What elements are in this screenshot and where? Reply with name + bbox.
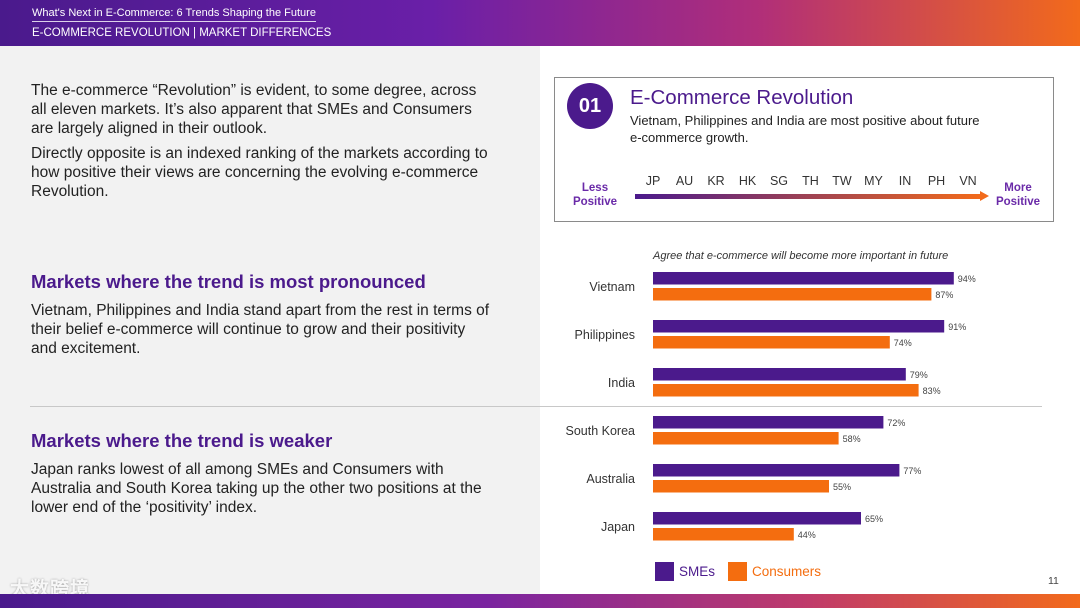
category-label: South Korea	[566, 424, 636, 438]
category-label: Philippines	[575, 328, 635, 342]
data-label: 94%	[958, 274, 976, 284]
bar-smes	[653, 464, 900, 477]
data-label: 87%	[935, 290, 953, 300]
market-code: MY	[864, 174, 883, 188]
section-divider	[30, 406, 1042, 407]
intro-paragraph-1: The e-commerce “Revolution” is evident, …	[31, 82, 477, 137]
pronounced-heading: Markets where the trend is most pronounc…	[31, 271, 426, 292]
chart-title: Agree that e-commerce will become more i…	[652, 250, 948, 262]
legend-swatch-smes	[655, 562, 674, 581]
bar-consumers	[653, 288, 932, 301]
market-code: AU	[675, 174, 694, 188]
market-code: TW	[832, 174, 852, 188]
bar-smes	[653, 512, 861, 525]
market-code: JP	[645, 174, 661, 188]
market-code: TH	[802, 174, 819, 188]
weaker-text: Japan ranks lowest of all among SMEs and…	[31, 461, 482, 516]
market-code: SG	[769, 174, 789, 188]
positivity-scale-arrow	[635, 194, 980, 199]
data-label: 74%	[894, 338, 912, 348]
trend-number-badge: 01	[567, 83, 613, 129]
bar-consumers	[653, 480, 829, 493]
data-label: 91%	[948, 322, 966, 332]
section-title: E-COMMERCE REVOLUTION | MARKET DIFFERENC…	[32, 27, 332, 39]
market-code: HK	[738, 174, 757, 188]
market-code: PH	[927, 174, 946, 188]
data-label: 55%	[833, 482, 851, 492]
more-positive-label: More Positive	[995, 182, 1041, 208]
bar-smes	[653, 320, 945, 333]
bar-smes	[653, 368, 906, 381]
bar-smes	[653, 272, 954, 285]
category-label: Australia	[586, 472, 635, 486]
callout-subtitle: Vietnam, Philippines and India are most …	[630, 113, 980, 145]
weaker-heading: Markets where the trend is weaker	[31, 430, 333, 451]
callout-title: E-Commerce Revolution	[630, 86, 854, 109]
less-positive-label: Less Positive	[572, 182, 618, 208]
data-label: 65%	[865, 514, 883, 524]
deck-title: What's Next in E-Commerce: 6 Trends Shap…	[32, 7, 316, 22]
pronounced-text: Vietnam, Philippines and India stand apa…	[31, 302, 490, 357]
bar-consumers	[653, 384, 919, 397]
callout-box: 01 E-Commerce Revolution Vietnam, Philip…	[554, 77, 1054, 222]
data-label: 58%	[843, 434, 861, 444]
category-label: India	[608, 376, 635, 390]
market-code: IN	[898, 174, 912, 188]
intro-paragraph-2: Directly opposite is an indexed ranking …	[31, 145, 488, 200]
left-panel	[0, 46, 540, 594]
legend-swatch-consumers	[728, 562, 747, 581]
bar-consumers	[653, 336, 890, 349]
data-label: 83%	[923, 386, 941, 396]
header-bar: What's Next in E-Commerce: 6 Trends Shap…	[0, 0, 1080, 46]
bar-smes	[653, 416, 884, 429]
arrow-head-icon	[980, 191, 989, 201]
bar-consumers	[653, 432, 839, 445]
market-code: KR	[707, 174, 725, 188]
data-label: 72%	[887, 418, 905, 428]
data-label: 77%	[903, 466, 921, 476]
data-label: 44%	[798, 530, 816, 540]
category-label: Vietnam	[589, 280, 635, 294]
legend-label-consumers: Consumers	[752, 564, 822, 579]
page-number: 11	[1048, 575, 1059, 587]
data-label: 79%	[910, 370, 928, 380]
category-label: Japan	[601, 520, 635, 534]
bar-consumers	[653, 528, 794, 541]
market-code: VN	[959, 174, 977, 188]
footer-bar	[0, 594, 1080, 608]
legend-label-smes: SMEs	[679, 564, 716, 579]
